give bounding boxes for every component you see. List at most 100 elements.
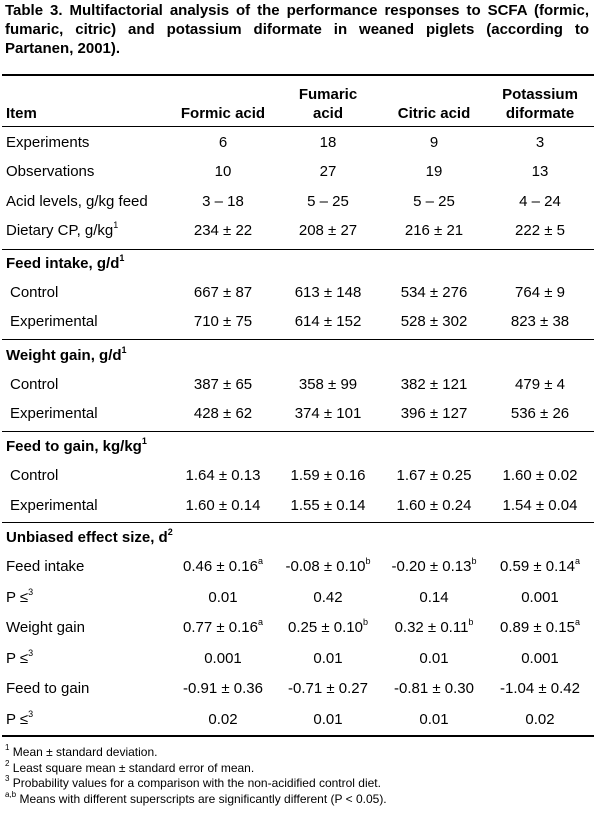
value-text: 3 – 18 bbox=[202, 193, 244, 210]
row-label: Experimental bbox=[10, 492, 98, 520]
value-cell: 10 bbox=[168, 158, 278, 186]
row-label-text: Dietary CP, g/kg bbox=[6, 222, 114, 239]
row-label-text: Feed intake bbox=[6, 558, 85, 575]
row-label-text: Experimental bbox=[10, 313, 98, 330]
value-cell: 0.59 ± 0.14a bbox=[488, 553, 592, 581]
table-row: P ≤3 0.01 0.42 0.14 0.001 bbox=[0, 584, 596, 612]
value-text: -0.91 ± 0.36 bbox=[183, 680, 263, 697]
row-label: Control bbox=[10, 279, 58, 307]
section-title: Weight gain, g/d1 bbox=[6, 342, 127, 370]
row-label: Weight gain bbox=[6, 614, 85, 642]
section-title-text: Feed to gain, kg/kg bbox=[6, 438, 142, 455]
section-title-sup: 1 bbox=[119, 253, 125, 263]
value-cell: 0.01 bbox=[380, 645, 488, 673]
value-text: 0.46 ± 0.16 bbox=[183, 558, 258, 575]
table-caption: Table 3. Multifactorial analysis of the … bbox=[5, 2, 589, 57]
value-sup: b bbox=[365, 556, 371, 566]
value-cell: 0.02 bbox=[168, 706, 278, 734]
value-text: 1.60 ± 0.14 bbox=[185, 497, 261, 514]
section-title: Unbiased effect size, d2 bbox=[6, 524, 173, 552]
header-col-diformate-line2: diformate bbox=[505, 105, 575, 122]
value-cell: 1.67 ± 0.25 bbox=[380, 462, 488, 490]
header-item: Item bbox=[6, 105, 37, 122]
section-title-sup: 2 bbox=[167, 527, 173, 537]
value-cell: 13 bbox=[488, 158, 592, 186]
row-label: Observations bbox=[6, 158, 94, 186]
value-text: 823 ± 38 bbox=[510, 313, 570, 330]
value-cell: 0.001 bbox=[168, 645, 278, 673]
value-text: 534 ± 276 bbox=[400, 284, 468, 301]
section-rule bbox=[2, 249, 594, 250]
section-heading: Feed intake, g/d1 bbox=[0, 250, 596, 278]
value-sup: b bbox=[468, 617, 474, 627]
value-text: 613 ± 148 bbox=[294, 284, 362, 301]
table-row: Experimental 710 ± 75 614 ± 152 528 ± 302 82… bbox=[0, 308, 596, 336]
row-label-text: Observations bbox=[6, 163, 95, 180]
value-cell: 0.02 bbox=[488, 706, 592, 734]
row-label: Acid levels, g/kg feed bbox=[6, 188, 148, 216]
row-label-sup: 1 bbox=[113, 220, 119, 230]
row-label-text: Weight gain bbox=[6, 619, 85, 636]
table-row: Experiments 6 18 9 3 bbox=[0, 129, 596, 157]
table-row: Acid levels, g/kg feed 3 – 18 5 – 25 5 – 25… bbox=[0, 188, 596, 216]
value-text: 216 ± 21 bbox=[404, 222, 464, 239]
value-text: 19 bbox=[425, 163, 443, 180]
table-row: Experimental 428 ± 62 374 ± 101 396 ± 127 53… bbox=[0, 400, 596, 428]
header-col-fumaric-line1: Fumaric bbox=[298, 86, 358, 103]
value-sup: b bbox=[362, 617, 368, 627]
footnote-text: Least square mean ± standard error of me… bbox=[9, 760, 255, 775]
table-row: Observations 10 27 19 13 bbox=[0, 158, 596, 186]
footnotes: 1 Mean ± standard deviation. 2 Least squa… bbox=[5, 744, 591, 807]
footnote: 2 Least square mean ± standard error of … bbox=[5, 759, 591, 777]
row-label: P ≤3 bbox=[6, 584, 33, 612]
footnote-mark: a,b bbox=[5, 789, 17, 799]
section-rule bbox=[2, 431, 594, 432]
row-label-sup: 3 bbox=[28, 648, 34, 658]
value-text: 13 bbox=[531, 163, 549, 180]
table-row: Feed intake 0.46 ± 0.16a -0.08 ± 0.10b -0.2… bbox=[0, 553, 596, 581]
value-text: 234 ± 22 bbox=[193, 222, 253, 239]
value-cell: 667 ± 87 bbox=[168, 279, 278, 307]
value-text: 1.55 ± 0.14 bbox=[290, 497, 366, 514]
row-label-text: P ≤ bbox=[6, 589, 29, 606]
value-text: 27 bbox=[319, 163, 337, 180]
footnote-text: Probability values for a comparison with… bbox=[9, 776, 381, 790]
value-text: 208 ± 27 bbox=[298, 222, 358, 239]
value-cell: -0.81 ± 0.30 bbox=[380, 675, 488, 703]
row-label: Feed to gain bbox=[6, 675, 89, 703]
value-cell: 234 ± 22 bbox=[168, 217, 278, 245]
value-cell: 428 ± 62 bbox=[168, 400, 278, 428]
value-cell: 0.01 bbox=[168, 584, 278, 612]
table-row: P ≤3 0.001 0.01 0.01 0.001 bbox=[0, 645, 596, 673]
row-label-text: Feed to gain bbox=[6, 680, 90, 697]
value-text: 667 ± 87 bbox=[193, 284, 253, 301]
section-title-sup: 1 bbox=[121, 345, 127, 355]
value-cell: 6 bbox=[168, 129, 278, 157]
row-label-text: Control bbox=[10, 467, 59, 484]
row-label-text: P ≤ bbox=[6, 711, 29, 728]
footnote-mark: 3 bbox=[5, 774, 10, 783]
value-text: 428 ± 62 bbox=[193, 405, 253, 422]
value-cell: 0.001 bbox=[488, 584, 592, 612]
value-cell: 823 ± 38 bbox=[488, 308, 592, 336]
value-text: 0.25 ± 0.10 bbox=[288, 619, 363, 636]
row-label: Dietary CP, g/kg1 bbox=[6, 217, 118, 245]
value-cell: 0.14 bbox=[380, 584, 488, 612]
value-text: 0.001 bbox=[521, 650, 559, 667]
value-text: 9 bbox=[429, 134, 439, 151]
value-text: 358 ± 99 bbox=[298, 376, 358, 393]
value-cell: 374 ± 101 bbox=[280, 400, 376, 428]
value-cell: 216 ± 21 bbox=[380, 217, 488, 245]
value-text: 528 ± 302 bbox=[400, 313, 468, 330]
header-col-diformate-line1: Potassium bbox=[502, 86, 578, 103]
value-cell: -0.71 ± 0.27 bbox=[280, 675, 376, 703]
value-cell: -0.20 ± 0.13b bbox=[380, 553, 488, 581]
value-text: 0.59 ± 0.14 bbox=[500, 558, 575, 575]
value-text: 0.42 bbox=[313, 589, 343, 606]
value-cell: 764 ± 9 bbox=[488, 279, 592, 307]
row-label: Experiments bbox=[6, 129, 89, 157]
value-text: 0.02 bbox=[525, 711, 555, 728]
value-cell: 3 – 18 bbox=[168, 188, 278, 216]
value-text: 0.77 ± 0.16 bbox=[183, 619, 258, 636]
value-text: 374 ± 101 bbox=[294, 405, 362, 422]
